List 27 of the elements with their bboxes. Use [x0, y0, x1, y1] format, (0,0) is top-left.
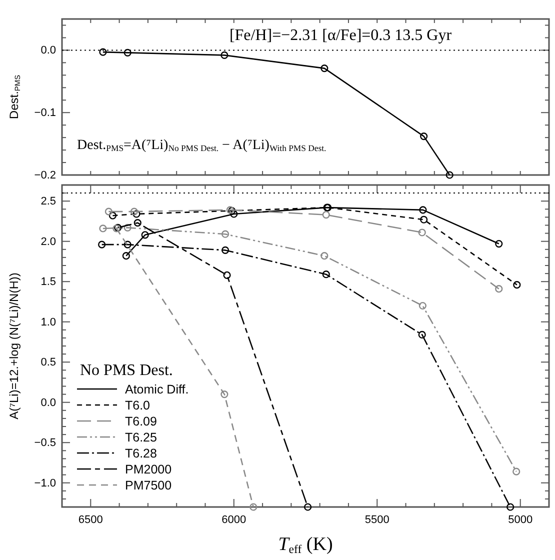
legend-label: Atomic Diff. — [125, 382, 189, 396]
legend-label: T6.0 — [125, 398, 150, 412]
y-tick-label: −0.2 — [34, 170, 56, 182]
y-axis-title: A(⁷Li)=12.+log (N(⁷Li)/N(H)) — [7, 272, 21, 420]
y-tick-label: −1.0 — [34, 477, 56, 490]
y-tick-label: 1.5 — [40, 276, 56, 288]
y-tick-label: 0.0 — [40, 44, 56, 57]
x-tick-label: 6000 — [222, 514, 246, 526]
y-tick-label: 2.5 — [40, 196, 56, 208]
x-axis-title: T$_{eff}$ (K) — [278, 534, 333, 556]
y-tick-label: −0.5 — [34, 437, 56, 450]
legend-label: T6.28 — [125, 446, 158, 460]
y-tick-label: 0.0 — [40, 396, 56, 409]
y-tick-label: 1.0 — [40, 316, 56, 328]
y-tick-label: −0.1 — [34, 107, 56, 120]
legend-title: No PMS Dest. — [80, 362, 173, 379]
x-tick-label: 6500 — [78, 514, 103, 526]
legend-label: T6.09 — [125, 414, 158, 428]
annotation: [Fe/H]=−2.31 [α/Fe]=0.3 13.5 Gyr — [229, 27, 452, 44]
x-tick-label: 5000 — [508, 514, 533, 526]
legend-label: T6.25 — [125, 430, 158, 444]
legend-label: PM7500 — [125, 478, 172, 492]
y-tick-label: 0.5 — [40, 356, 56, 369]
annotation: Dest.$_{PMS}$=A(⁷Li)$_{No PMS Dest.}$ − A(⁷Li)$_{With PMS Dest.}$ — [77, 138, 326, 154]
y-tick-label: 2.0 — [40, 236, 56, 248]
legend-label: PM2000 — [125, 462, 172, 476]
x-tick-label: 5500 — [364, 514, 390, 526]
